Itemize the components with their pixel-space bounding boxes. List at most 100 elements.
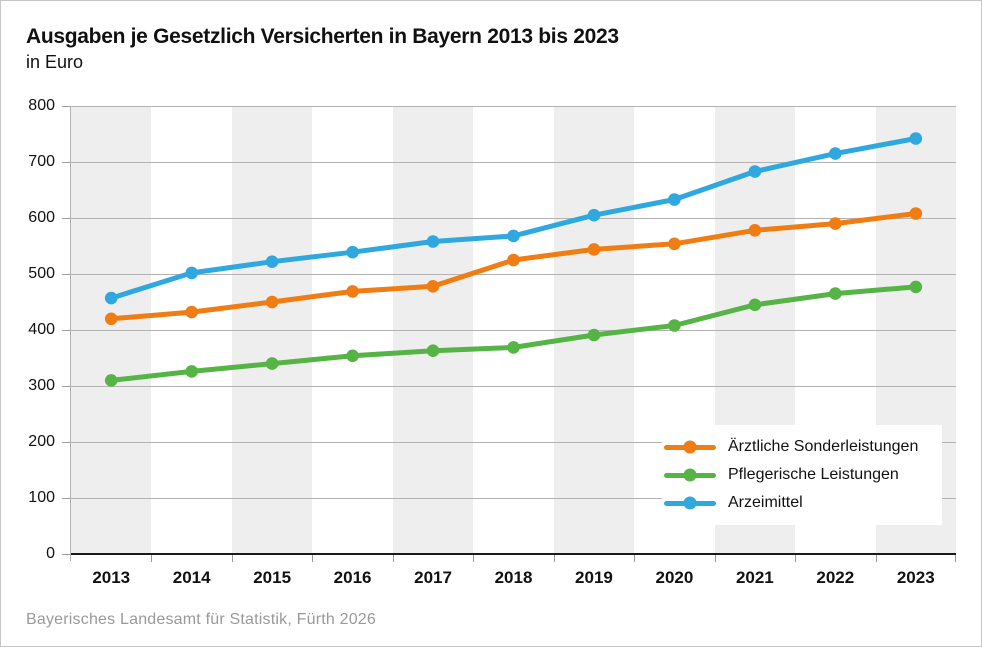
- x-tick-label: 2023: [896, 568, 935, 587]
- data-point: [507, 341, 520, 354]
- x-tick: [714, 555, 716, 562]
- data-point: [829, 217, 842, 230]
- legend-dot-icon: [683, 468, 697, 482]
- x-tick: [392, 555, 394, 562]
- legend-dot-icon: [683, 440, 697, 454]
- grid-line: [71, 385, 956, 387]
- data-point: [185, 365, 198, 378]
- data-point: [829, 287, 842, 300]
- y-tick: [62, 554, 70, 555]
- data-point: [104, 312, 118, 326]
- y-tick-label: 600: [28, 209, 55, 226]
- data-point: [748, 224, 762, 237]
- legend-line-sample-green: [664, 468, 716, 482]
- data-point: [104, 291, 118, 305]
- x-tick: [795, 555, 797, 562]
- legend-item: Arzeimittel: [664, 489, 942, 517]
- data-point: [104, 374, 118, 387]
- grid-line: [71, 161, 956, 163]
- data-point: [185, 305, 198, 319]
- x-tick-label: 2015: [253, 568, 292, 587]
- data-point: [346, 285, 359, 298]
- data-point: [265, 295, 279, 309]
- y-tick-label: 0: [46, 545, 55, 562]
- chart-subtitle: in Euro: [26, 52, 84, 72]
- y-tick-label: 700: [28, 153, 55, 170]
- x-tick: [473, 555, 475, 562]
- y-tick: [62, 442, 70, 443]
- x-tick-label: 2016: [333, 568, 372, 587]
- legend-label: Arzeimittel: [728, 494, 803, 511]
- y-tick-label: 100: [28, 489, 55, 506]
- y-tick-label: 200: [28, 433, 55, 450]
- data-point: [829, 147, 842, 160]
- data-point: [265, 255, 279, 268]
- legend-label: Ärztliche Sonderleistungen: [728, 438, 919, 455]
- data-point: [507, 229, 520, 243]
- legend-line-sample-blue: [664, 496, 716, 510]
- series-line: [108, 284, 919, 383]
- data-point: [587, 328, 601, 342]
- data-point: [587, 208, 601, 222]
- x-tick: [312, 555, 314, 562]
- data-point: [909, 207, 923, 220]
- y-tick-label: 300: [28, 377, 55, 394]
- x-tick-label: 2022: [816, 568, 855, 587]
- x-tick-label: 2014: [172, 568, 211, 587]
- data-point: [426, 235, 440, 248]
- legend: Ärztliche Sonderleistungen Pflegerische …: [662, 425, 942, 525]
- y-tick: [62, 274, 70, 275]
- y-tick: [62, 330, 70, 331]
- x-tick-label: 2021: [735, 568, 774, 587]
- grid-line: [71, 217, 956, 219]
- x-tick: [634, 555, 636, 562]
- x-tick-label: 2017: [414, 568, 452, 587]
- grid-line: [71, 329, 956, 331]
- grid-line: [71, 497, 956, 499]
- data-point: [748, 298, 762, 312]
- data-point: [909, 280, 923, 294]
- y-tick-label: 400: [28, 321, 55, 338]
- chart-title: Ausgaben je Gesetzlich Versicherten in B…: [26, 25, 619, 48]
- y-tick: [62, 106, 70, 107]
- x-tick-label: 2018: [494, 568, 533, 587]
- data-point: [426, 280, 440, 293]
- legend-item: Ärztliche Sonderleistungen: [664, 433, 942, 461]
- data-point: [507, 253, 520, 267]
- grid-line: [71, 441, 956, 443]
- series-line: [108, 136, 919, 301]
- grid-line: [71, 106, 956, 107]
- legend-label: Pflegerische Leistungen: [728, 466, 899, 483]
- y-tick: [62, 386, 70, 387]
- data-point: [909, 132, 923, 145]
- legend-dot-icon: [683, 496, 697, 510]
- y-tick-label: 800: [28, 97, 55, 114]
- x-tick: [553, 555, 555, 562]
- y-tick: [62, 162, 70, 163]
- y-tick: [62, 218, 70, 219]
- x-axis-line: [71, 553, 956, 555]
- data-point: [748, 165, 762, 178]
- data-point: [587, 243, 601, 256]
- x-tick-label: 2013: [92, 568, 131, 587]
- x-tick-label: 2019: [575, 568, 613, 587]
- x-tick: [875, 555, 877, 562]
- data-point: [265, 357, 279, 370]
- data-point: [668, 193, 681, 206]
- data-point: [668, 237, 681, 251]
- y-tick-label: 500: [28, 265, 55, 282]
- x-tick-label: 2020: [655, 568, 694, 587]
- y-tick: [62, 498, 70, 499]
- source-note: Bayerisches Landesamt für Statistik, Für…: [26, 611, 377, 628]
- data-point: [426, 344, 440, 357]
- x-tick: [151, 555, 153, 562]
- y-axis-line: [70, 106, 71, 561]
- x-tick: [231, 555, 233, 562]
- series-lines: [104, 132, 923, 387]
- grid-line: [71, 273, 956, 275]
- legend-item: Pflegerische Leistungen: [664, 461, 942, 489]
- data-point: [185, 266, 198, 280]
- x-tick: [955, 555, 956, 562]
- data-point: [346, 245, 359, 259]
